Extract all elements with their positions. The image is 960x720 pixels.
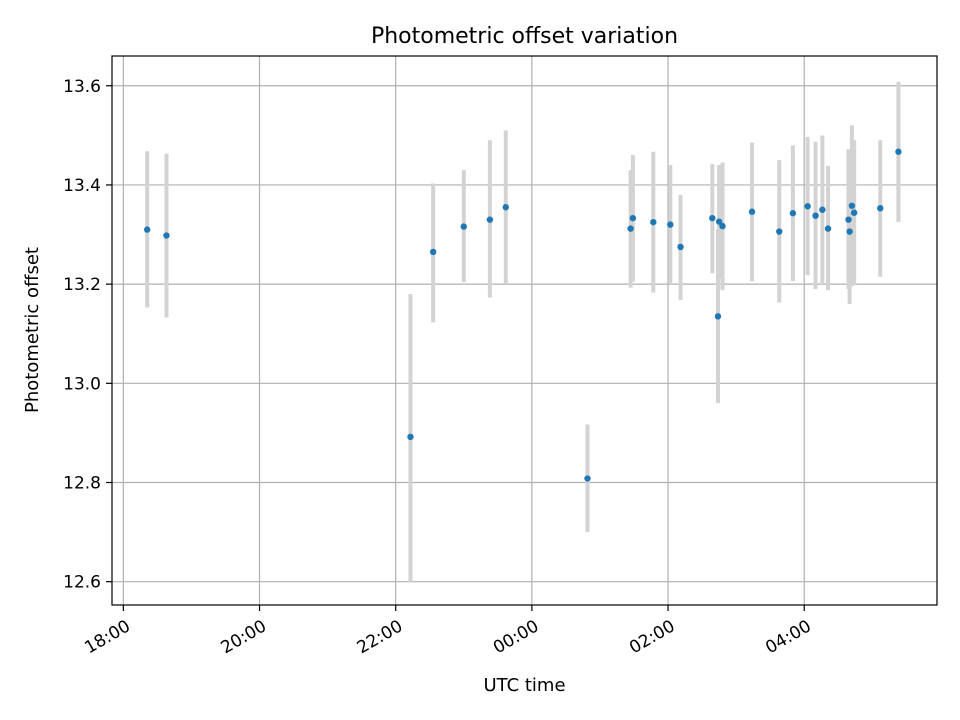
- data-point: [877, 205, 884, 212]
- y-tick-label: 13.4: [63, 176, 101, 196]
- plot-frame: [111, 55, 938, 606]
- data-point: [714, 313, 722, 320]
- data-point: [407, 433, 414, 441]
- data-point: [789, 210, 797, 217]
- x-axis-ticks: 18:00 20:00 22:00 00:00 02:00 04:00: [81, 605, 815, 658]
- y-tick-label: 13.0: [63, 374, 101, 394]
- data-point: [667, 221, 674, 228]
- data-point: [629, 214, 637, 222]
- data-point: [719, 222, 726, 230]
- data-point: [848, 202, 856, 209]
- data-point: [460, 223, 467, 230]
- data-point: [812, 212, 819, 219]
- data-point: [584, 475, 591, 482]
- data-point: [824, 225, 832, 232]
- y-tick-label: 13.2: [63, 275, 101, 295]
- data-point: [804, 203, 811, 210]
- data-point: [715, 218, 723, 225]
- data-point: [845, 216, 852, 223]
- data-point: [486, 216, 494, 223]
- y-tick-label: 12.8: [63, 474, 101, 494]
- data-point: [502, 204, 509, 211]
- y-axis-label: Photometric offset: [22, 247, 43, 413]
- x-axis-label: UTC time: [483, 675, 565, 696]
- data-point: [429, 248, 437, 256]
- grid: [112, 56, 937, 605]
- data-point: [650, 218, 657, 226]
- data-point: [819, 206, 826, 213]
- y-tick-label: 12.6: [63, 573, 101, 593]
- data-point: [163, 232, 170, 239]
- y-tick-label: 13.6: [63, 77, 101, 97]
- data-point: [627, 225, 634, 232]
- data-point: [709, 214, 716, 222]
- data-point: [850, 209, 858, 216]
- data-point: [776, 228, 783, 235]
- data-point: [748, 208, 756, 215]
- data-point: [677, 243, 684, 251]
- data-points: [143, 148, 902, 482]
- data-point: [846, 228, 853, 235]
- y-axis-ticks: 12.6 12.8 13.0 13.2 13.4 13.6: [63, 77, 112, 593]
- chart-title: Photometric offset variation: [371, 24, 678, 49]
- data-point: [143, 226, 151, 233]
- data-point: [895, 148, 902, 155]
